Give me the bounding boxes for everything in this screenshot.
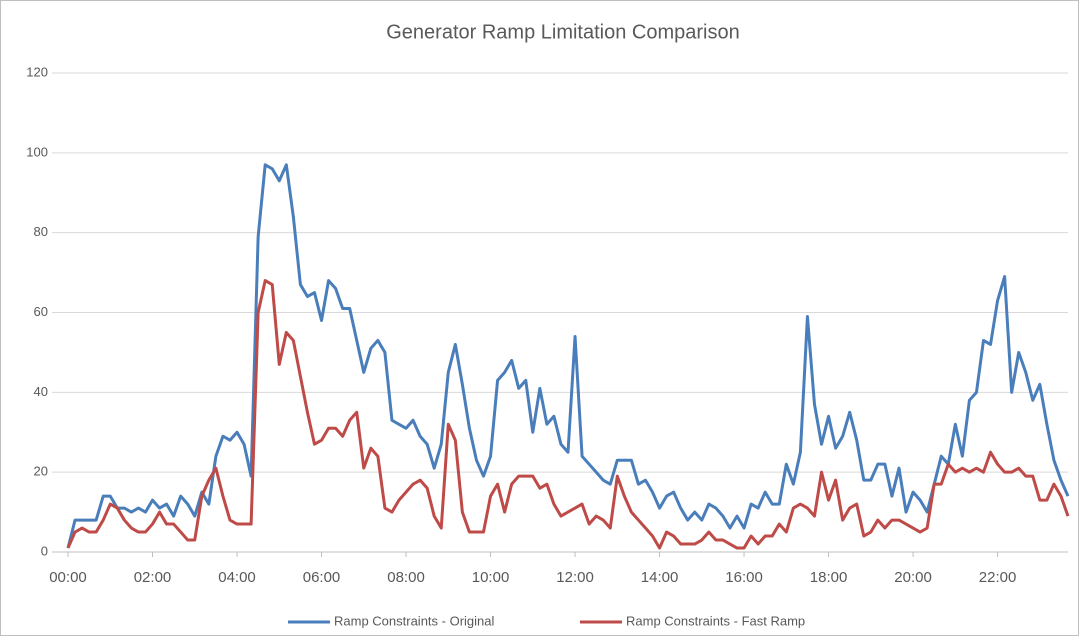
x-tick-label: 10:00 bbox=[472, 569, 510, 586]
series-line bbox=[66, 279, 1070, 550]
x-tick-label: 16:00 bbox=[725, 569, 763, 586]
x-tick-label: 02:00 bbox=[134, 569, 172, 586]
x-tick-label: 06:00 bbox=[303, 569, 341, 586]
series-line bbox=[66, 163, 1070, 549]
legend-label: Ramp Constraints - Original bbox=[334, 613, 494, 628]
x-tick-label: 22:00 bbox=[979, 569, 1017, 586]
y-tick-label: 120 bbox=[26, 64, 48, 79]
y-tick-label: 100 bbox=[26, 144, 48, 159]
x-tick-label: 18:00 bbox=[810, 569, 848, 586]
legend-label: Ramp Constraints - Fast Ramp bbox=[626, 613, 805, 628]
x-tick-label: 20:00 bbox=[894, 569, 932, 586]
x-tick-label: 14:00 bbox=[641, 569, 679, 586]
y-tick-label: 80 bbox=[34, 224, 48, 239]
y-tick-label: 0 bbox=[41, 543, 48, 558]
y-tick-label: 20 bbox=[34, 464, 48, 479]
y-tick-label: 40 bbox=[34, 384, 48, 399]
x-tick-label: 12:00 bbox=[556, 569, 594, 586]
x-tick-label: 08:00 bbox=[387, 569, 425, 586]
chart-title: Generator Ramp Limitation Comparison bbox=[386, 21, 740, 43]
x-tick-label: 00:00 bbox=[49, 569, 87, 586]
x-tick-label: 04:00 bbox=[218, 569, 256, 586]
y-tick-label: 60 bbox=[34, 304, 48, 319]
